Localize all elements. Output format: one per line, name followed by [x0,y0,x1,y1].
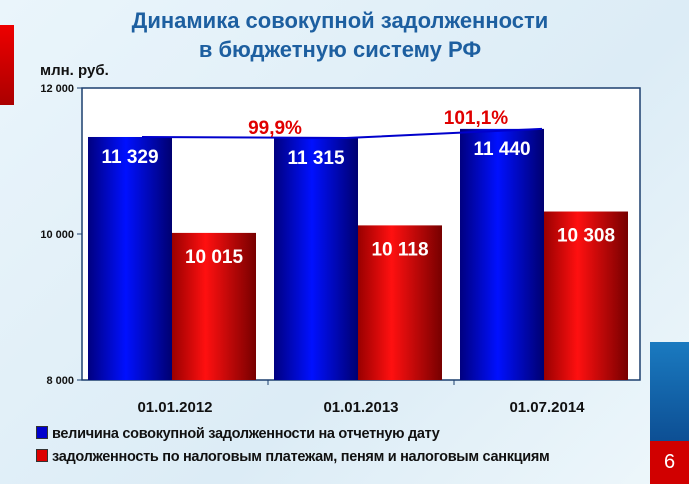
page-title: Динамика совокупной задолженности в бюдже… [60,6,620,64]
page-number: 6 [650,441,689,484]
title-line-2: в бюджетную систему РФ [198,37,482,62]
y-tick-label: 12 000 [40,83,74,95]
data-label: 10 308 [557,226,615,247]
percent-annotation: 99,9% [248,118,302,139]
legend-item-blue: величина совокупной задолженности на отч… [36,426,440,442]
bar-red [172,232,256,380]
title-line-1: Динамика совокупной задолженности [131,8,549,33]
x-tick-label: 01.01.2013 [323,399,398,416]
y-tick-label: 8 000 [46,375,74,387]
x-tick-label: 01.01.2012 [137,399,212,416]
bar-blue [88,136,172,380]
legend-swatch-blue [36,426,48,439]
percent-annotation: 101,1% [444,108,509,129]
unit-label: млн. руб. [40,62,109,79]
bar-red [358,225,442,380]
trend-line [141,127,543,140]
y-tick-label: 10 000 [40,229,74,241]
legend-label: величина совокупной задолженности на отч… [52,426,440,442]
legend-label: задолженность по налоговым платежам, пен… [52,449,550,465]
legend-item-red: задолженность по налоговым платежам, пен… [36,449,550,465]
data-label: 10 118 [371,239,428,260]
decor-red-bar [0,25,14,105]
decor-blue-block [650,342,689,441]
bar-red [544,211,628,380]
bar-blue [460,128,544,380]
data-label: 11 315 [287,148,344,169]
data-label: 11 440 [473,139,530,160]
legend-swatch-red [36,449,48,462]
x-tick-label: 01.07.2014 [509,399,585,416]
data-label: 10 015 [185,247,244,268]
data-label: 11 329 [101,147,158,168]
bar-blue [274,138,358,380]
